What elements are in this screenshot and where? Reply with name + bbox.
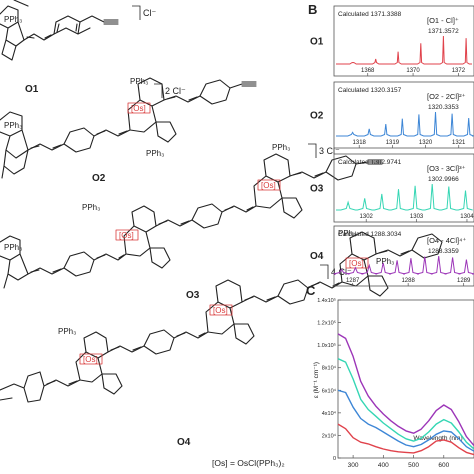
counterion-O3: 3 Cl⁻ [319, 146, 340, 156]
ms-row-label: O1 [310, 37, 324, 48]
ms-panel-O4: O4 Calculated 1288.3034 [O4 - 4Cl]⁴⁺ 1288.3… [310, 225, 474, 287]
os-markers [79, 102, 369, 365]
ms-ion-label: [O2 - 2Cl]²⁺ [427, 92, 466, 101]
counterion-brackets [132, 5, 329, 279]
ms-panels: O1 Calculated 1371.3388 [O1 - Cl]⁺ 1371.357… [310, 5, 474, 287]
panel-label-C: C [306, 283, 316, 298]
ms-x-tick-label: 1288 [401, 278, 415, 284]
label-O1: O1 [25, 84, 39, 95]
label-O4: O4 [177, 437, 191, 448]
pph3-label: PPh₃ [4, 15, 22, 24]
pph3-label: PPh₃ [146, 149, 164, 158]
structure-O2 [0, 77, 257, 179]
os-legend: [Os] = OsCl(PPh₃)₂ [212, 458, 285, 468]
ms-spectrum-line [333, 255, 474, 275]
os-label: [Os] [349, 259, 364, 268]
ms-panel-O3: O3 Calculated 1302.9741 [O3 - 3Cl]³⁺ 1302.9… [310, 153, 474, 223]
ms-row-label: O2 [310, 110, 324, 121]
ms-x-tick-label: 1321 [452, 140, 466, 146]
ms-frame [333, 153, 474, 223]
ms-x-tick-label: 1368 [361, 68, 375, 74]
ms-x-tick-label: 1289 [457, 278, 471, 284]
ms-spectrum-line [336, 183, 473, 211]
uv-y-tick-label: 2x10⁴ [322, 432, 337, 439]
panel-label-B: B [308, 2, 317, 17]
uv-x-tick-label: 600 [438, 462, 449, 469]
uv-series-O2 [337, 389, 474, 452]
uv-x-tick-label: 400 [378, 462, 389, 469]
ms-x-tick-label: 1320 [419, 140, 433, 146]
ms-x-tick-label: 1304 [460, 214, 474, 220]
uv-y-tick-label: 1.0x10⁵ [317, 342, 336, 349]
ms-panel-O2: O2 Calculated 1320.3157 [O2 - 2Cl]²⁺ 1320.3… [310, 81, 474, 149]
ms-x-tick-label: 1303 [410, 214, 424, 220]
ms-frame [333, 81, 474, 149]
ms-x-tick-label: 1319 [386, 140, 400, 146]
counterion-O4: 4 Cl⁻ [331, 267, 352, 277]
structures-panel [0, 0, 443, 403]
ms-x-tick-label: 1318 [353, 140, 367, 146]
uv-y-tick-label: 4x10⁴ [322, 410, 337, 417]
ms-calculated-label: Calculated 1302.9741 [338, 159, 402, 166]
ms-observed-label: 1320.3353 [428, 104, 459, 111]
pph3-labels: PPh₃ PPh₃ PPh₃ PPh₃ PPh₃ PPh₃ PPh₃ PPh₃ … [4, 15, 394, 336]
pph3-label: PPh₃ [4, 121, 22, 130]
uv-y-axis-title: ε (M⁻¹ cm⁻¹) [313, 362, 320, 398]
os-label: [Os] [131, 104, 146, 113]
ms-ion-label: [O3 - 3Cl]³⁺ [427, 164, 466, 173]
label-O2: O2 [92, 173, 106, 184]
label-O3: O3 [186, 290, 200, 301]
structure-O1 [0, 0, 119, 61]
structure-labels: O1 O2 O3 O4 Cl⁻ 2 Cl⁻ 3 Cl⁻ 4 Cl⁻ PPh₃ P… [4, 5, 394, 468]
uv-series-O4 [337, 333, 474, 447]
ms-x-tick-label: 1372 [452, 68, 466, 74]
os-label: [Os] [261, 181, 276, 190]
structure-O3 [0, 153, 383, 289]
ms-ion-label: [O1 - Cl]⁺ [427, 16, 459, 25]
uv-y-tick-label: 6x10⁴ [322, 387, 337, 394]
uv-y-tick-label: 1.4x10⁵ [317, 297, 336, 304]
ms-calculated-label: Calculated 1371.3388 [338, 11, 402, 18]
uv-y-tick-label: 0 [333, 456, 336, 462]
counterion-O2: 2 Cl⁻ [165, 86, 186, 96]
pph3-label: PPh₃ [272, 143, 290, 152]
pph3-label: PPh₃ [58, 327, 76, 336]
uv-vis-panel: 0 2x10⁴ 4x10⁴ 6x10⁴ 8x10⁴ 1.0x10⁵ 1.2x10⁵ 1.4x1… [313, 297, 474, 469]
ms-spectrum-line [336, 111, 474, 137]
pph3-label: PPh₃ [4, 243, 22, 252]
uv-x-axis-title: Wavelength (nm) [413, 435, 462, 442]
ms-panel-O1: O1 Calculated 1371.3388 [O1 - Cl]⁺ 1371.357… [310, 5, 474, 77]
ms-observed-label: 1302.9966 [428, 176, 459, 183]
uv-y-tick-label: 1.2x10⁵ [317, 320, 336, 327]
ms-row-label: O4 [310, 251, 324, 262]
counterion-O1: Cl⁻ [143, 8, 156, 18]
ms-ion-label: [O4 - 4Cl]⁴⁺ [427, 236, 466, 245]
uv-y-tick-label: 8x10⁴ [322, 365, 337, 372]
ms-observed-label: 1371.3572 [428, 28, 459, 35]
os-labels: [Os] [Os] [Os] [Os] [Os] [Os] [83, 104, 364, 364]
ms-frame [333, 225, 474, 287]
pph3-label: PPh₃ [82, 203, 100, 212]
ms-x-tick-label: 1287 [346, 278, 360, 284]
ms-spectrum-line [336, 35, 472, 65]
ms-x-tick-label: 1302 [360, 214, 374, 220]
os-label: [Os] [213, 306, 228, 315]
ms-frame [333, 5, 474, 77]
uv-x-tick-label: 300 [348, 462, 359, 469]
ms-calculated-label: Calculated 1320.3157 [338, 87, 402, 94]
pph3-label: PPh₃ [376, 257, 394, 266]
uv-series-O3 [337, 358, 474, 450]
uv-frame [337, 299, 474, 459]
ms-x-tick-label: 1370 [406, 68, 420, 74]
ms-row-label: O3 [310, 183, 324, 194]
ms-observed-label: 1288.3359 [428, 248, 459, 255]
pph3-label: PPh₃ [130, 77, 148, 86]
pph3-label: PPh₃ [338, 229, 356, 238]
os-label: [Os] [83, 355, 98, 364]
uv-x-tick-label: 500 [408, 462, 419, 469]
uv-series-O1 [337, 423, 474, 456]
ms-calculated-label: Calculated 1288.3034 [338, 231, 402, 238]
os-label: [Os] [119, 231, 134, 240]
